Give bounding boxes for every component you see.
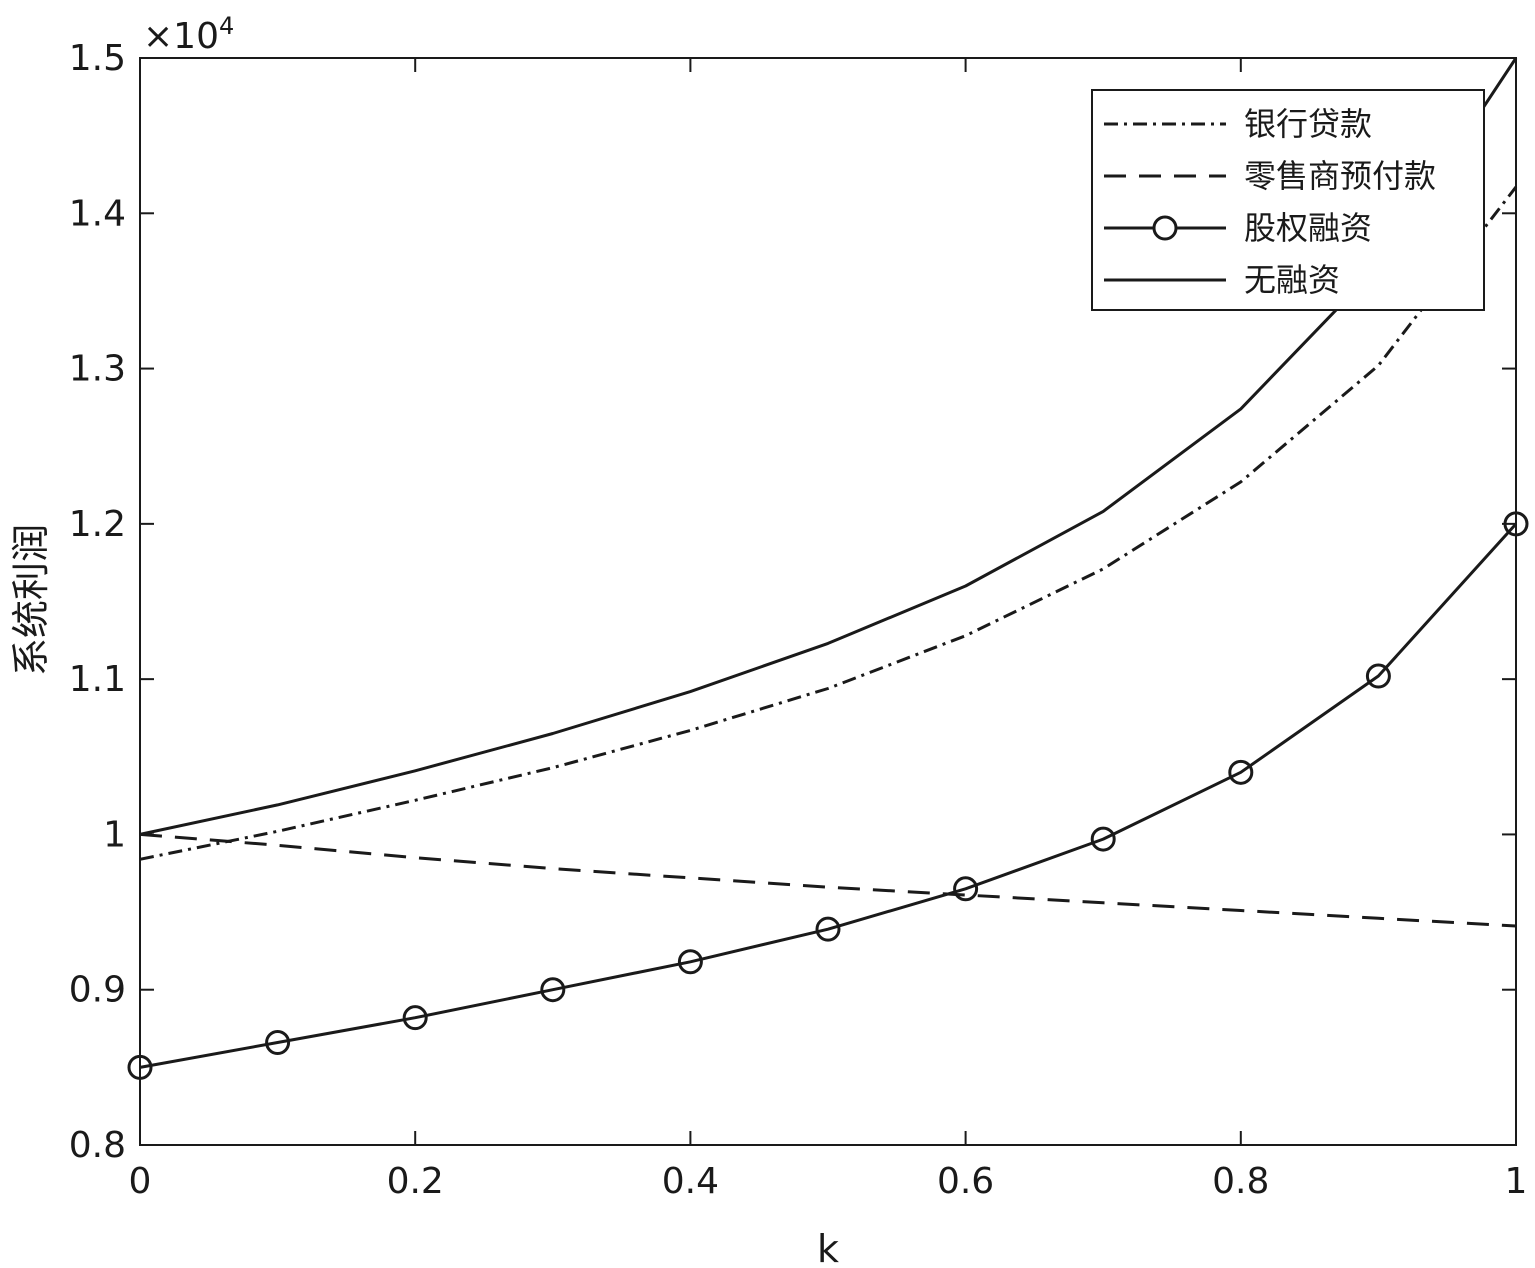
legend-marker	[1152, 215, 1178, 241]
y-tick-label: 0.8	[69, 1125, 126, 1166]
y-axis-label: 系统利润	[9, 524, 53, 676]
series-line-2	[139, 832, 1517, 928]
series-point	[402, 1005, 428, 1031]
series-layer	[127, 57, 1529, 1080]
series-point	[265, 1030, 291, 1056]
series-point	[1503, 511, 1529, 537]
y-tick-label: 1.1	[69, 659, 126, 700]
y-tick-label: 1.3	[69, 349, 126, 390]
legend-box	[1091, 89, 1485, 311]
legend-label: 无融资	[1244, 261, 1340, 299]
series-line-1	[139, 185, 1518, 861]
legend-label: 股权融资	[1244, 209, 1372, 247]
series-point	[1228, 759, 1254, 785]
y-multiplier: ×104	[143, 12, 234, 57]
legend-label: 零售商预付款	[1244, 157, 1436, 195]
x-tick-label: 1	[1505, 1161, 1528, 1202]
series-point	[1090, 826, 1116, 852]
series-line-3	[139, 522, 1518, 1069]
series-point	[677, 949, 703, 975]
y-tick-label: 1.2	[69, 504, 126, 545]
series-point	[540, 977, 566, 1003]
y-multiplier-exponent: 4	[219, 12, 234, 40]
x-tick-label: 0.6	[937, 1161, 994, 1202]
series-point	[815, 916, 841, 942]
y-tick-label: 1.5	[69, 38, 126, 79]
legend-label: 银行贷款	[1244, 105, 1372, 143]
x-tick-label: 0.4	[662, 1161, 719, 1202]
x-tick-label: 0	[129, 1161, 152, 1202]
y-tick-label: 0.9	[69, 970, 126, 1011]
x-tick-label: 0.2	[387, 1161, 444, 1202]
axis-ticks: 0 0.2 0.4 0.6 0.8 1 0.8 0.9 1 1.1 1.2 1.3 1.4 1.5	[69, 38, 1528, 1202]
series-line-4	[139, 57, 1518, 836]
x-axis-label: k	[817, 1227, 839, 1268]
y-tick-label: 1.4	[69, 193, 126, 234]
series-point	[953, 876, 979, 902]
y-tick-label: 1	[103, 814, 126, 855]
x-tick-label: 0.8	[1212, 1161, 1269, 1202]
series-point	[1365, 663, 1391, 689]
series-point	[127, 1054, 153, 1080]
